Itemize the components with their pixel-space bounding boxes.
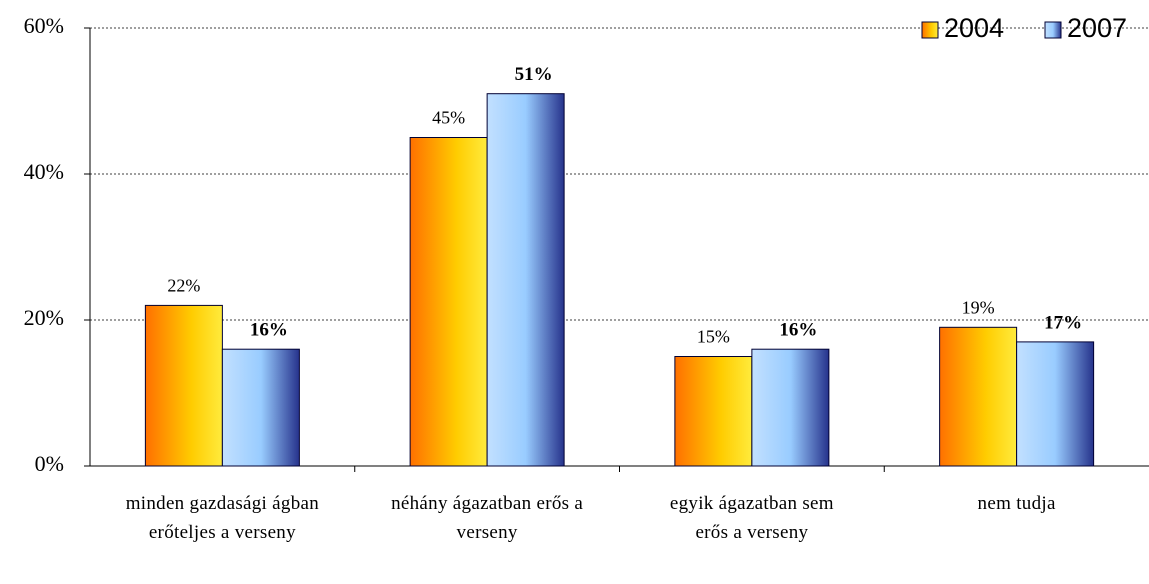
bar: [939, 326, 1018, 467]
legend-swatch: [921, 21, 939, 39]
x-tick-label: egyik ágazatban sem erős a verseny: [669, 493, 834, 543]
data-label: 51%: [515, 64, 553, 85]
y-tick-label: 60%: [24, 13, 64, 38]
y-tick-label: 40%: [24, 159, 64, 184]
x-tick-label: néhány ágazatban erős a verseny: [391, 493, 584, 543]
data-label: 16%: [250, 320, 288, 341]
bar: [751, 348, 830, 467]
x-tick-label: nem tudja: [977, 493, 1056, 514]
data-label: 19%: [962, 297, 995, 317]
y-tick-label: 0%: [35, 451, 64, 476]
data-label: 17%: [1044, 312, 1082, 333]
bar: [144, 304, 223, 467]
data-label: 22%: [167, 276, 200, 296]
legend-swatch: [1044, 21, 1062, 39]
data-label: 15%: [697, 327, 730, 347]
x-tick-label: minden gazdasági ágban erőteljes a verse…: [125, 493, 320, 543]
y-tick-label: 20%: [24, 305, 64, 330]
bar: [409, 137, 488, 467]
bar: [486, 93, 565, 467]
bar: [221, 348, 300, 467]
data-label: 16%: [779, 320, 817, 341]
data-label: 45%: [432, 108, 465, 128]
legend-label: 2004: [944, 13, 1004, 43]
bar: [1016, 341, 1095, 467]
bar: [674, 356, 753, 467]
legend-label: 2007: [1067, 13, 1127, 43]
